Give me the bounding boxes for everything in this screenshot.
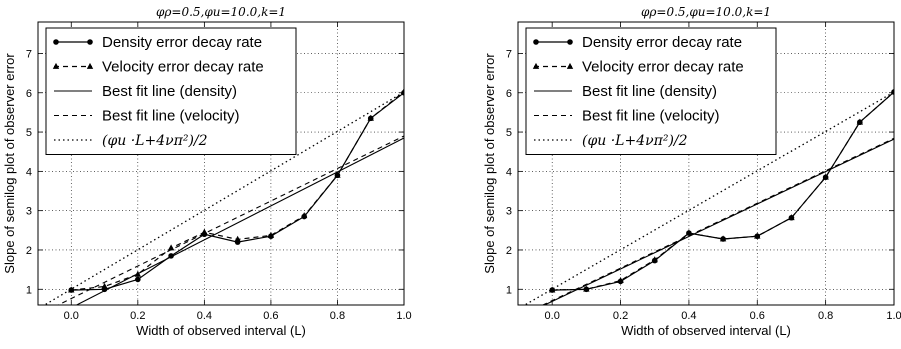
- legend-label-4: Best fit line (velocity): [582, 108, 720, 125]
- series-group: [43, 87, 404, 305]
- legend-marker: [567, 39, 573, 45]
- chart-title: φρ=0.5,φu=10.0,k=1: [156, 5, 286, 19]
- y-tick-label: 2: [506, 245, 512, 257]
- chart-panel-1: 0.0 0.2 0.4 0.6 0.8 1.0 1 2 3 4 5 6 7 φρ=0.5,φu=10.0,…: [2, 5, 412, 338]
- legend-marker: [87, 39, 93, 45]
- legend-marker: [52, 62, 60, 69]
- y-tick-label: 6: [506, 88, 512, 100]
- y-tick-label: 6: [26, 88, 32, 100]
- data-point: [201, 228, 208, 235]
- x-tick-label: 1.0: [886, 310, 901, 322]
- legend-label-1: Density error decay rate: [102, 34, 262, 51]
- data-point: [617, 277, 624, 284]
- legend-marker: [533, 39, 539, 45]
- series-line-4: [541, 137, 894, 305]
- legend-marker: [532, 62, 540, 69]
- legend-label-2: Velocity error decay rate: [582, 59, 744, 76]
- data-point: [300, 212, 308, 219]
- x-tick-label: 1.0: [396, 310, 411, 322]
- legend: Density error decay rate Velocity error d…: [525, 27, 777, 155]
- legend-label-3: Best fit line (density): [582, 83, 717, 100]
- data-point: [822, 173, 829, 180]
- data-point: [367, 114, 374, 121]
- legend-label-5: (φu ·L+4νπ²)/2: [582, 133, 688, 149]
- y-tick-label: 4: [26, 166, 32, 178]
- data-point: [788, 214, 795, 221]
- series-line-3: [75, 137, 404, 305]
- x-axis-label: Width of observed interval (L): [621, 323, 791, 338]
- y-tick-label: 1: [506, 284, 512, 296]
- y-tick-label: 3: [506, 206, 512, 218]
- data-point: [400, 87, 404, 94]
- data-point: [234, 235, 241, 242]
- x-tick-label: 0.6: [263, 310, 278, 322]
- series-line-4: [56, 135, 404, 305]
- data-point: [167, 244, 175, 251]
- x-tick-label: 0.0: [64, 310, 79, 322]
- data-point: [68, 286, 75, 293]
- data-point: [101, 282, 108, 289]
- data-point: [685, 229, 693, 236]
- x-tick-label: 0.4: [681, 310, 696, 322]
- data-point: [856, 118, 864, 125]
- chart-title: φρ=0.5,φu=10.0,k=1: [641, 5, 771, 19]
- y-tick-label: 5: [26, 127, 32, 139]
- series-group: [523, 88, 894, 305]
- data-point: [651, 256, 658, 263]
- x-tick-label: 0.6: [750, 310, 765, 322]
- data-point: [754, 232, 761, 239]
- y-tick-label: 2: [26, 245, 32, 257]
- legend-label-3: Best fit line (density): [102, 83, 237, 100]
- y-tick-label: 4: [506, 166, 512, 178]
- legend-label-5: (φu ·L+4νπ²)/2: [102, 133, 208, 149]
- legend-marker: [86, 62, 94, 69]
- legend-label-1: Density error decay rate: [582, 34, 742, 51]
- data-point: [334, 171, 341, 178]
- series-line-5: [523, 91, 894, 305]
- data-point: [135, 276, 141, 283]
- legend-marker: [53, 39, 59, 45]
- y-tick-label: 5: [506, 127, 512, 139]
- legend: Density error decay rate Velocity error d…: [45, 27, 297, 155]
- legend-label-4: Best fit line (velocity): [102, 108, 240, 125]
- y-tick-label: 7: [26, 48, 32, 60]
- x-tick-label: 0.8: [330, 310, 345, 322]
- legend-marker: [566, 62, 574, 69]
- y-axis-label: Slope of semilog plot of observer error: [2, 53, 17, 274]
- x-tick-label: 0.0: [545, 310, 560, 322]
- series-line-2: [552, 91, 894, 291]
- data-point: [719, 235, 727, 242]
- x-tick-label: 0.4: [197, 310, 212, 322]
- series-line-3: [543, 138, 894, 305]
- x-axis-label: Width of observed interval (L): [136, 323, 306, 338]
- data-point: [548, 286, 556, 293]
- x-tick-label: 0.2: [130, 310, 145, 322]
- x-tick-label: 0.8: [818, 310, 833, 322]
- y-tick-label: 7: [506, 48, 512, 60]
- y-tick-label: 3: [26, 206, 32, 218]
- legend-label-2: Velocity error decay rate: [102, 59, 264, 76]
- plot-frame: [37, 21, 405, 306]
- plot-frame: [517, 21, 895, 306]
- series-line-5: [43, 91, 404, 305]
- data-point: [583, 285, 590, 292]
- y-tick-label: 1: [26, 284, 32, 296]
- y-axis-label: Slope of semilog plot of observer error: [482, 53, 497, 274]
- data-point: [267, 231, 275, 238]
- chart-panel-2: 0.0 0.2 0.4 0.6 0.8 1.0 1 2 3 4 5 6 7 φρ=0.5,φu=10.0,…: [482, 5, 901, 338]
- x-tick-label: 0.2: [613, 310, 628, 322]
